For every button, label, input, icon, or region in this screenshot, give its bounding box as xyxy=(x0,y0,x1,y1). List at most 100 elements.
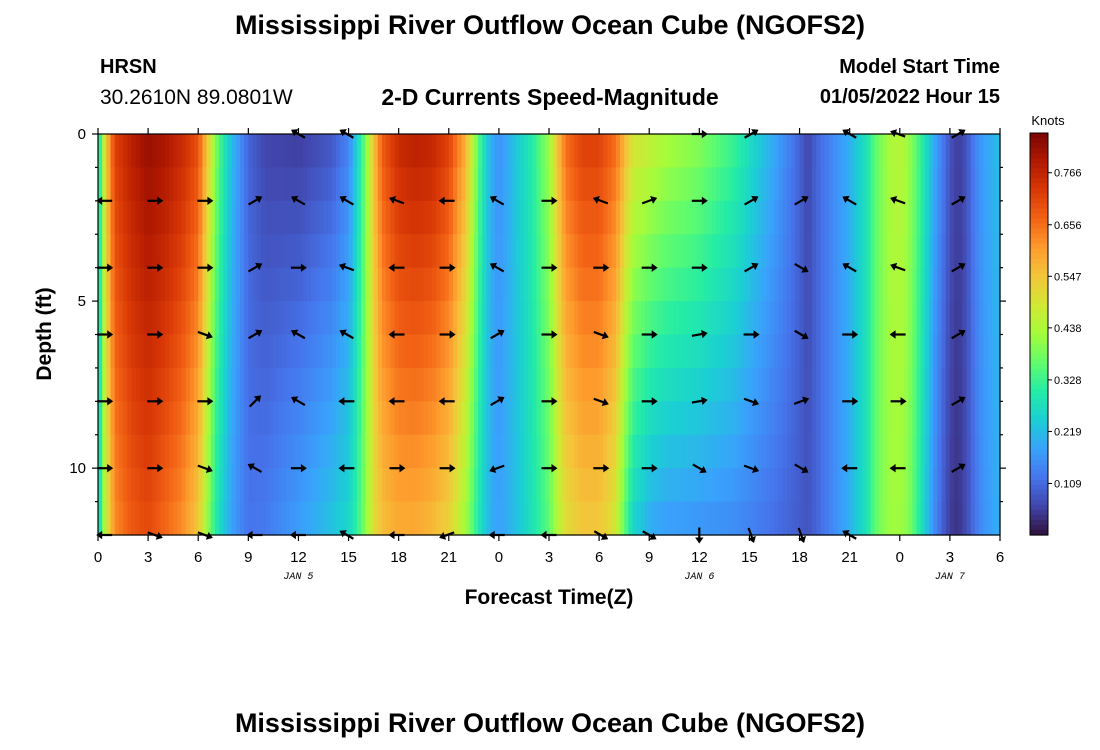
heatmap-cell xyxy=(686,267,692,302)
heatmap-cell xyxy=(883,501,888,536)
heatmap-cell xyxy=(920,301,926,336)
heatmap-cell xyxy=(732,501,738,536)
heatmap-cell xyxy=(252,167,258,202)
heatmap-cell xyxy=(381,267,387,302)
heatmap-cell xyxy=(619,200,625,235)
colorbar-swatch xyxy=(1030,384,1048,390)
heatmap-cell xyxy=(807,468,813,503)
heatmap-cell xyxy=(544,468,550,503)
x-tick-label: 15 xyxy=(741,549,758,566)
heatmap-cell xyxy=(536,267,542,302)
heatmap-cell xyxy=(924,501,930,536)
heatmap-cell xyxy=(778,367,784,402)
heatmap-cell xyxy=(540,367,546,402)
heatmap-cell xyxy=(511,134,517,169)
current-arrow xyxy=(744,262,759,273)
heatmap-cell xyxy=(461,501,467,536)
heatmap-cell xyxy=(636,301,642,336)
heatmap-cell xyxy=(645,401,650,436)
heatmap-cell xyxy=(594,501,600,536)
heatmap-cell xyxy=(574,234,579,269)
heatmap-cell xyxy=(628,134,634,169)
heatmap-cell xyxy=(206,234,212,269)
heatmap-cell xyxy=(436,267,442,302)
heatmap-cell xyxy=(561,200,567,235)
heatmap-cell xyxy=(177,501,183,536)
heatmap-cell xyxy=(214,167,220,202)
heatmap-cell xyxy=(361,167,366,202)
heatmap-cell xyxy=(565,267,571,302)
heatmap-cell xyxy=(778,134,784,169)
heatmap-cell xyxy=(386,267,391,302)
heatmap-cell xyxy=(695,301,700,336)
heatmap-cell xyxy=(686,468,692,503)
heatmap-cell xyxy=(340,468,345,503)
heatmap-cell xyxy=(390,434,396,469)
heatmap-cell xyxy=(260,234,266,269)
heatmap-cell xyxy=(632,468,638,503)
heatmap-cell xyxy=(319,401,325,436)
heatmap-cell xyxy=(402,334,408,369)
heatmap-cell xyxy=(770,367,776,402)
heatmap-cell xyxy=(478,234,483,269)
heatmap-cell xyxy=(365,301,371,336)
heatmap-cell xyxy=(903,267,909,302)
heatmap-cell xyxy=(310,267,316,302)
heatmap-cell xyxy=(152,200,158,235)
heatmap-cell xyxy=(782,468,788,503)
heatmap-cell xyxy=(895,501,901,536)
heatmap-cell xyxy=(369,301,375,336)
heatmap-cell xyxy=(774,301,780,336)
heatmap-cell xyxy=(795,267,801,302)
heatmap-cell xyxy=(945,367,951,402)
heatmap-cell xyxy=(377,434,383,469)
heatmap-cell xyxy=(164,334,170,369)
heatmap-cell xyxy=(143,401,149,436)
heatmap-cell xyxy=(465,301,471,336)
heatmap-cell xyxy=(194,267,199,302)
heatmap-cell xyxy=(983,234,989,269)
heatmap-cell xyxy=(181,334,187,369)
heatmap-cell xyxy=(302,401,308,436)
heatmap-cell xyxy=(841,367,847,402)
heatmap-cell xyxy=(110,434,116,469)
heatmap-cell xyxy=(812,501,817,536)
heatmap-cell xyxy=(841,234,847,269)
heatmap-cell xyxy=(528,367,533,402)
heatmap-cell xyxy=(411,167,416,202)
heatmap-cell xyxy=(787,501,792,536)
heatmap-cell xyxy=(448,134,454,169)
heatmap-cell xyxy=(933,501,938,536)
heatmap-cell xyxy=(636,367,642,402)
heatmap-cell xyxy=(490,301,496,336)
heatmap-cell xyxy=(966,134,972,169)
heatmap-cell xyxy=(695,501,700,536)
heatmap-cell xyxy=(515,468,521,503)
heatmap-cell xyxy=(732,167,738,202)
heatmap-cell xyxy=(933,234,938,269)
heatmap-cell xyxy=(494,134,500,169)
heatmap-cell xyxy=(265,334,270,369)
heatmap-cell xyxy=(210,267,216,302)
heatmap-cell xyxy=(887,200,893,235)
heatmap-cell xyxy=(390,134,396,169)
heatmap-cell xyxy=(365,200,371,235)
heatmap-cell xyxy=(724,334,730,369)
heatmap-cell xyxy=(720,334,725,369)
heatmap-cell xyxy=(544,234,550,269)
heatmap-cell xyxy=(323,234,329,269)
heatmap-cell xyxy=(302,267,308,302)
heatmap-cell xyxy=(244,167,249,202)
heatmap-cell xyxy=(970,301,976,336)
heatmap-cell xyxy=(970,401,976,436)
heatmap-cell xyxy=(703,167,709,202)
heatmap-cell xyxy=(327,134,333,169)
heatmap-cell xyxy=(807,501,813,536)
colorbar-swatch xyxy=(1030,303,1048,310)
heatmap-cell xyxy=(306,501,312,536)
heatmap-cell xyxy=(665,334,671,369)
heatmap-cell xyxy=(461,200,467,235)
heatmap-cell xyxy=(486,367,492,402)
heatmap-cell xyxy=(411,267,416,302)
heatmap-cell xyxy=(849,200,855,235)
